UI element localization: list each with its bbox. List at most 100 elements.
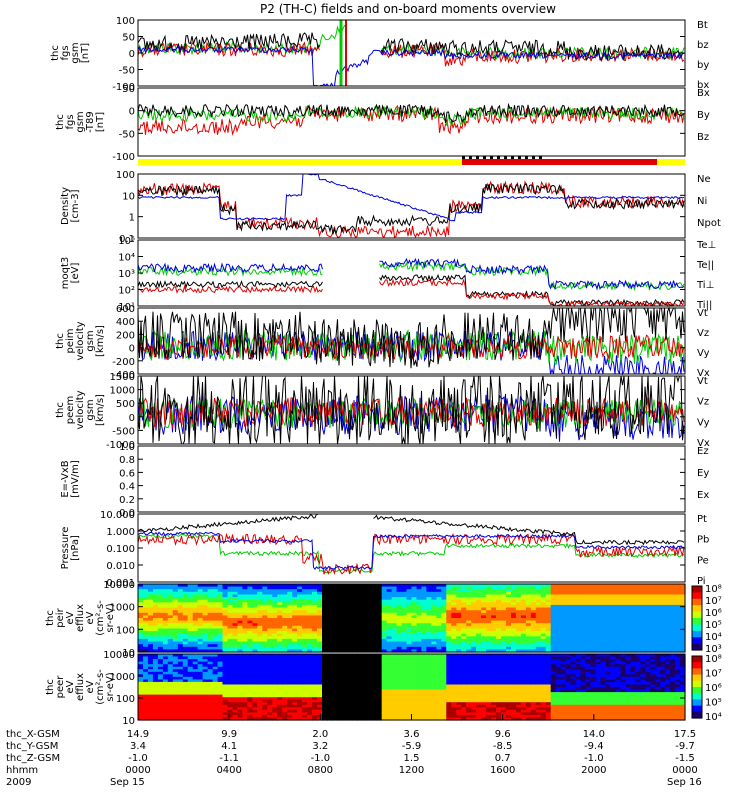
- spectrogram-cell: [471, 641, 477, 645]
- spectrogram-cell: [481, 620, 487, 624]
- spectrogram-cell: [227, 709, 234, 713]
- spectrogram-cell: [471, 671, 477, 675]
- spectrogram-cell: [406, 602, 413, 606]
- spectrogram-cell: [267, 694, 273, 698]
- spectrogram-cell: [197, 707, 204, 711]
- spectrogram-cell: [227, 644, 234, 648]
- spectrogram-cell: [471, 664, 477, 668]
- spectrogram-cell: [421, 623, 427, 627]
- spectrogram-cell: [361, 641, 368, 645]
- y-tick-label: 0.6: [119, 468, 135, 479]
- spectrogram-cell: [257, 610, 263, 614]
- y-axis-label-line: [eV]: [70, 263, 81, 284]
- spectrogram-cell: [292, 666, 298, 670]
- spectrogram-cell: [431, 687, 437, 691]
- spectrogram-cell: [466, 612, 472, 616]
- spectrogram-cell: [267, 674, 273, 678]
- spectrogram-cell: [217, 646, 224, 650]
- spectrogram-cell: [426, 620, 432, 624]
- spectrogram-cell: [307, 641, 313, 645]
- spectrogram-cell: [466, 584, 472, 588]
- spectrogram-cell: [496, 589, 502, 593]
- spectrogram-cell: [620, 602, 626, 606]
- spectrogram-cell: [157, 699, 164, 703]
- spectrogram-cell: [297, 664, 303, 668]
- spectrogram-cell: [481, 681, 487, 685]
- spectrogram-cell: [287, 623, 293, 627]
- spectrogram-cell: [172, 697, 179, 701]
- spectrogram-cell: [331, 618, 338, 622]
- spectrogram-cell: [187, 586, 194, 590]
- spectrogram-cell: [545, 599, 552, 603]
- spectrogram-cell: [138, 654, 144, 658]
- spectrogram-cell: [317, 597, 323, 601]
- spectrogram-cell: [466, 620, 472, 624]
- spectrogram-cell: [391, 681, 398, 685]
- spectrogram-cell: [262, 697, 268, 701]
- spectrogram-cell: [426, 644, 432, 648]
- spectrogram-cell: [371, 607, 378, 611]
- spectrogram-cell: [366, 681, 373, 685]
- spectrogram-cell: [247, 654, 253, 658]
- spectrogram-cell: [252, 625, 258, 629]
- spectrogram-cell: [396, 649, 403, 653]
- spectrogram-cell: [322, 687, 328, 691]
- spectrogram-cell: [212, 591, 219, 595]
- spectrogram-cell: [426, 661, 432, 665]
- spectrogram-cell: [555, 636, 562, 640]
- spectrogram-cell: [157, 584, 164, 588]
- spectrogram-cell: [312, 676, 318, 680]
- spectrogram-cell: [172, 612, 179, 616]
- spectrogram-cell: [297, 697, 303, 701]
- spectrogram-cell: [401, 679, 408, 683]
- spectrogram-cell: [341, 687, 348, 691]
- spectrogram-cell: [640, 597, 646, 601]
- spectrogram-cell: [262, 659, 268, 663]
- colorbar-cell: [692, 598, 702, 603]
- spectrogram-cell: [202, 704, 209, 708]
- spectrogram-cell: [431, 591, 437, 595]
- spectrogram-cell: [436, 604, 442, 609]
- spectrogram-cell: [406, 656, 413, 660]
- spectrogram-cell: [143, 631, 149, 635]
- spectrogram-cell: [346, 712, 353, 716]
- spectrogram-cell: [207, 615, 214, 619]
- spectrogram-cell: [371, 697, 378, 701]
- spectrogram-cell: [431, 664, 437, 668]
- spectrogram-cell: [302, 717, 308, 721]
- spectrogram-cell: [143, 666, 149, 670]
- spectrogram-cell: [421, 702, 427, 706]
- spectrogram-cell: [605, 607, 611, 611]
- spectrogram-cell: [232, 679, 239, 683]
- spectrogram-cell: [217, 702, 224, 706]
- y-tick-label: 0.100: [106, 544, 135, 555]
- spectrogram-cell: [590, 591, 597, 595]
- spectrogram-cell: [252, 620, 258, 624]
- spectrogram-cell: [580, 625, 587, 629]
- spectrogram-cell: [197, 586, 204, 590]
- spectrogram-cell: [272, 666, 278, 670]
- spectrogram-cell: [501, 628, 507, 632]
- spectrogram-cell: [317, 699, 323, 703]
- spectrogram-cell: [336, 671, 343, 675]
- spectrogram-cell: [426, 671, 432, 675]
- spectrogram-cell: [237, 625, 244, 629]
- spectrogram-cell: [262, 692, 268, 696]
- spectrogram-cell: [446, 659, 452, 663]
- spectrogram-cell: [625, 620, 631, 624]
- spectrogram-cell: [441, 717, 447, 721]
- spectrogram-cell: [192, 628, 199, 632]
- spectrogram-cell: [242, 631, 248, 635]
- spectrogram-cell: [287, 704, 293, 708]
- spectrogram-cell: [545, 625, 552, 629]
- spectrogram-cell: [302, 646, 308, 650]
- spectrogram-cell: [138, 586, 144, 590]
- spectrogram-cell: [217, 699, 224, 703]
- spectrogram-cell: [565, 612, 572, 616]
- spectrogram-cell: [297, 646, 303, 650]
- spectrogram-cell: [471, 656, 477, 660]
- spectrogram-cell: [431, 638, 437, 643]
- spectrogram-cell: [421, 586, 427, 590]
- spectrogram-cell: [506, 649, 512, 653]
